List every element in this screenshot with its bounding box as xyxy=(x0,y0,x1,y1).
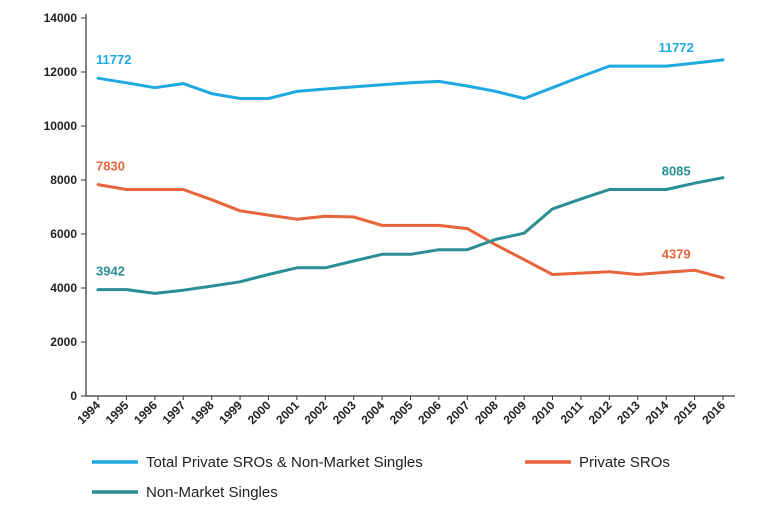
x-tick-label: 2002 xyxy=(302,398,331,427)
x-tick-label: 2011 xyxy=(558,398,587,427)
x-tick-label: 1994 xyxy=(74,398,103,427)
x-tick-label: 2007 xyxy=(444,398,473,427)
y-tick-label: 12000 xyxy=(44,65,78,79)
x-tick-label: 2014 xyxy=(643,398,672,427)
x-tick-label: 2005 xyxy=(387,398,416,427)
x-tick-label: 2009 xyxy=(500,398,529,427)
data-label: 3942 xyxy=(96,264,125,279)
y-tick-label: 0 xyxy=(70,389,77,403)
data-label: 7830 xyxy=(96,159,125,174)
x-tick-label: 2001 xyxy=(273,398,302,427)
y-tick-label: 4000 xyxy=(50,281,77,295)
x-tick-label: 2006 xyxy=(415,398,444,427)
series-lines xyxy=(96,58,725,295)
legend-label: Private SROs xyxy=(579,454,670,471)
legend: Total Private SROs & Non-Market Singles P… xyxy=(92,454,670,501)
x-tick-label: 2016 xyxy=(699,398,728,427)
data-label: 8085 xyxy=(662,163,691,178)
x-tick-label: 1999 xyxy=(216,398,245,427)
x-tick-label: 2015 xyxy=(671,398,700,427)
x-tick-label: 1996 xyxy=(131,398,160,427)
y-tick-label: 6000 xyxy=(50,227,77,241)
series-line-0 xyxy=(96,58,725,100)
x-tick-label: 1997 xyxy=(160,398,189,427)
y-tick-label: 14000 xyxy=(44,11,78,25)
data-labels: 11772 11772 7830 4379 3942 8085 xyxy=(96,40,694,279)
x-tick-label: 2010 xyxy=(529,398,558,427)
data-label: 11772 xyxy=(658,40,693,55)
data-label: 11772 xyxy=(96,52,131,67)
series-line-1 xyxy=(96,183,725,280)
series-line-2 xyxy=(96,176,725,295)
axes xyxy=(85,14,735,397)
x-tick-label: 1998 xyxy=(188,398,217,427)
x-tick-label: 2008 xyxy=(472,398,501,427)
x-tick-label: 2012 xyxy=(586,398,615,427)
x-tick-label: 2003 xyxy=(330,398,359,427)
legend-label: Total Private SROs & Non-Market Singles xyxy=(146,454,423,471)
y-axis-ticks: 0 2000 4000 6000 8000 10000 12000 14000 xyxy=(44,11,86,403)
x-tick-label: 1995 xyxy=(103,398,132,427)
y-tick-label: 2000 xyxy=(50,335,77,349)
y-tick-label: 10000 xyxy=(44,119,78,133)
x-tick-label: 2013 xyxy=(614,398,643,427)
x-tick-label: 2000 xyxy=(245,398,274,427)
y-tick-label: 8000 xyxy=(50,173,77,187)
data-label: 4379 xyxy=(662,246,691,261)
x-axis-ticks: 1994 1995 1996 1997 1998 1999 2000 2001 2002 2003… xyxy=(74,396,728,427)
x-tick-label: 2004 xyxy=(358,398,387,427)
legend-label: Non-Market Singles xyxy=(146,484,278,501)
